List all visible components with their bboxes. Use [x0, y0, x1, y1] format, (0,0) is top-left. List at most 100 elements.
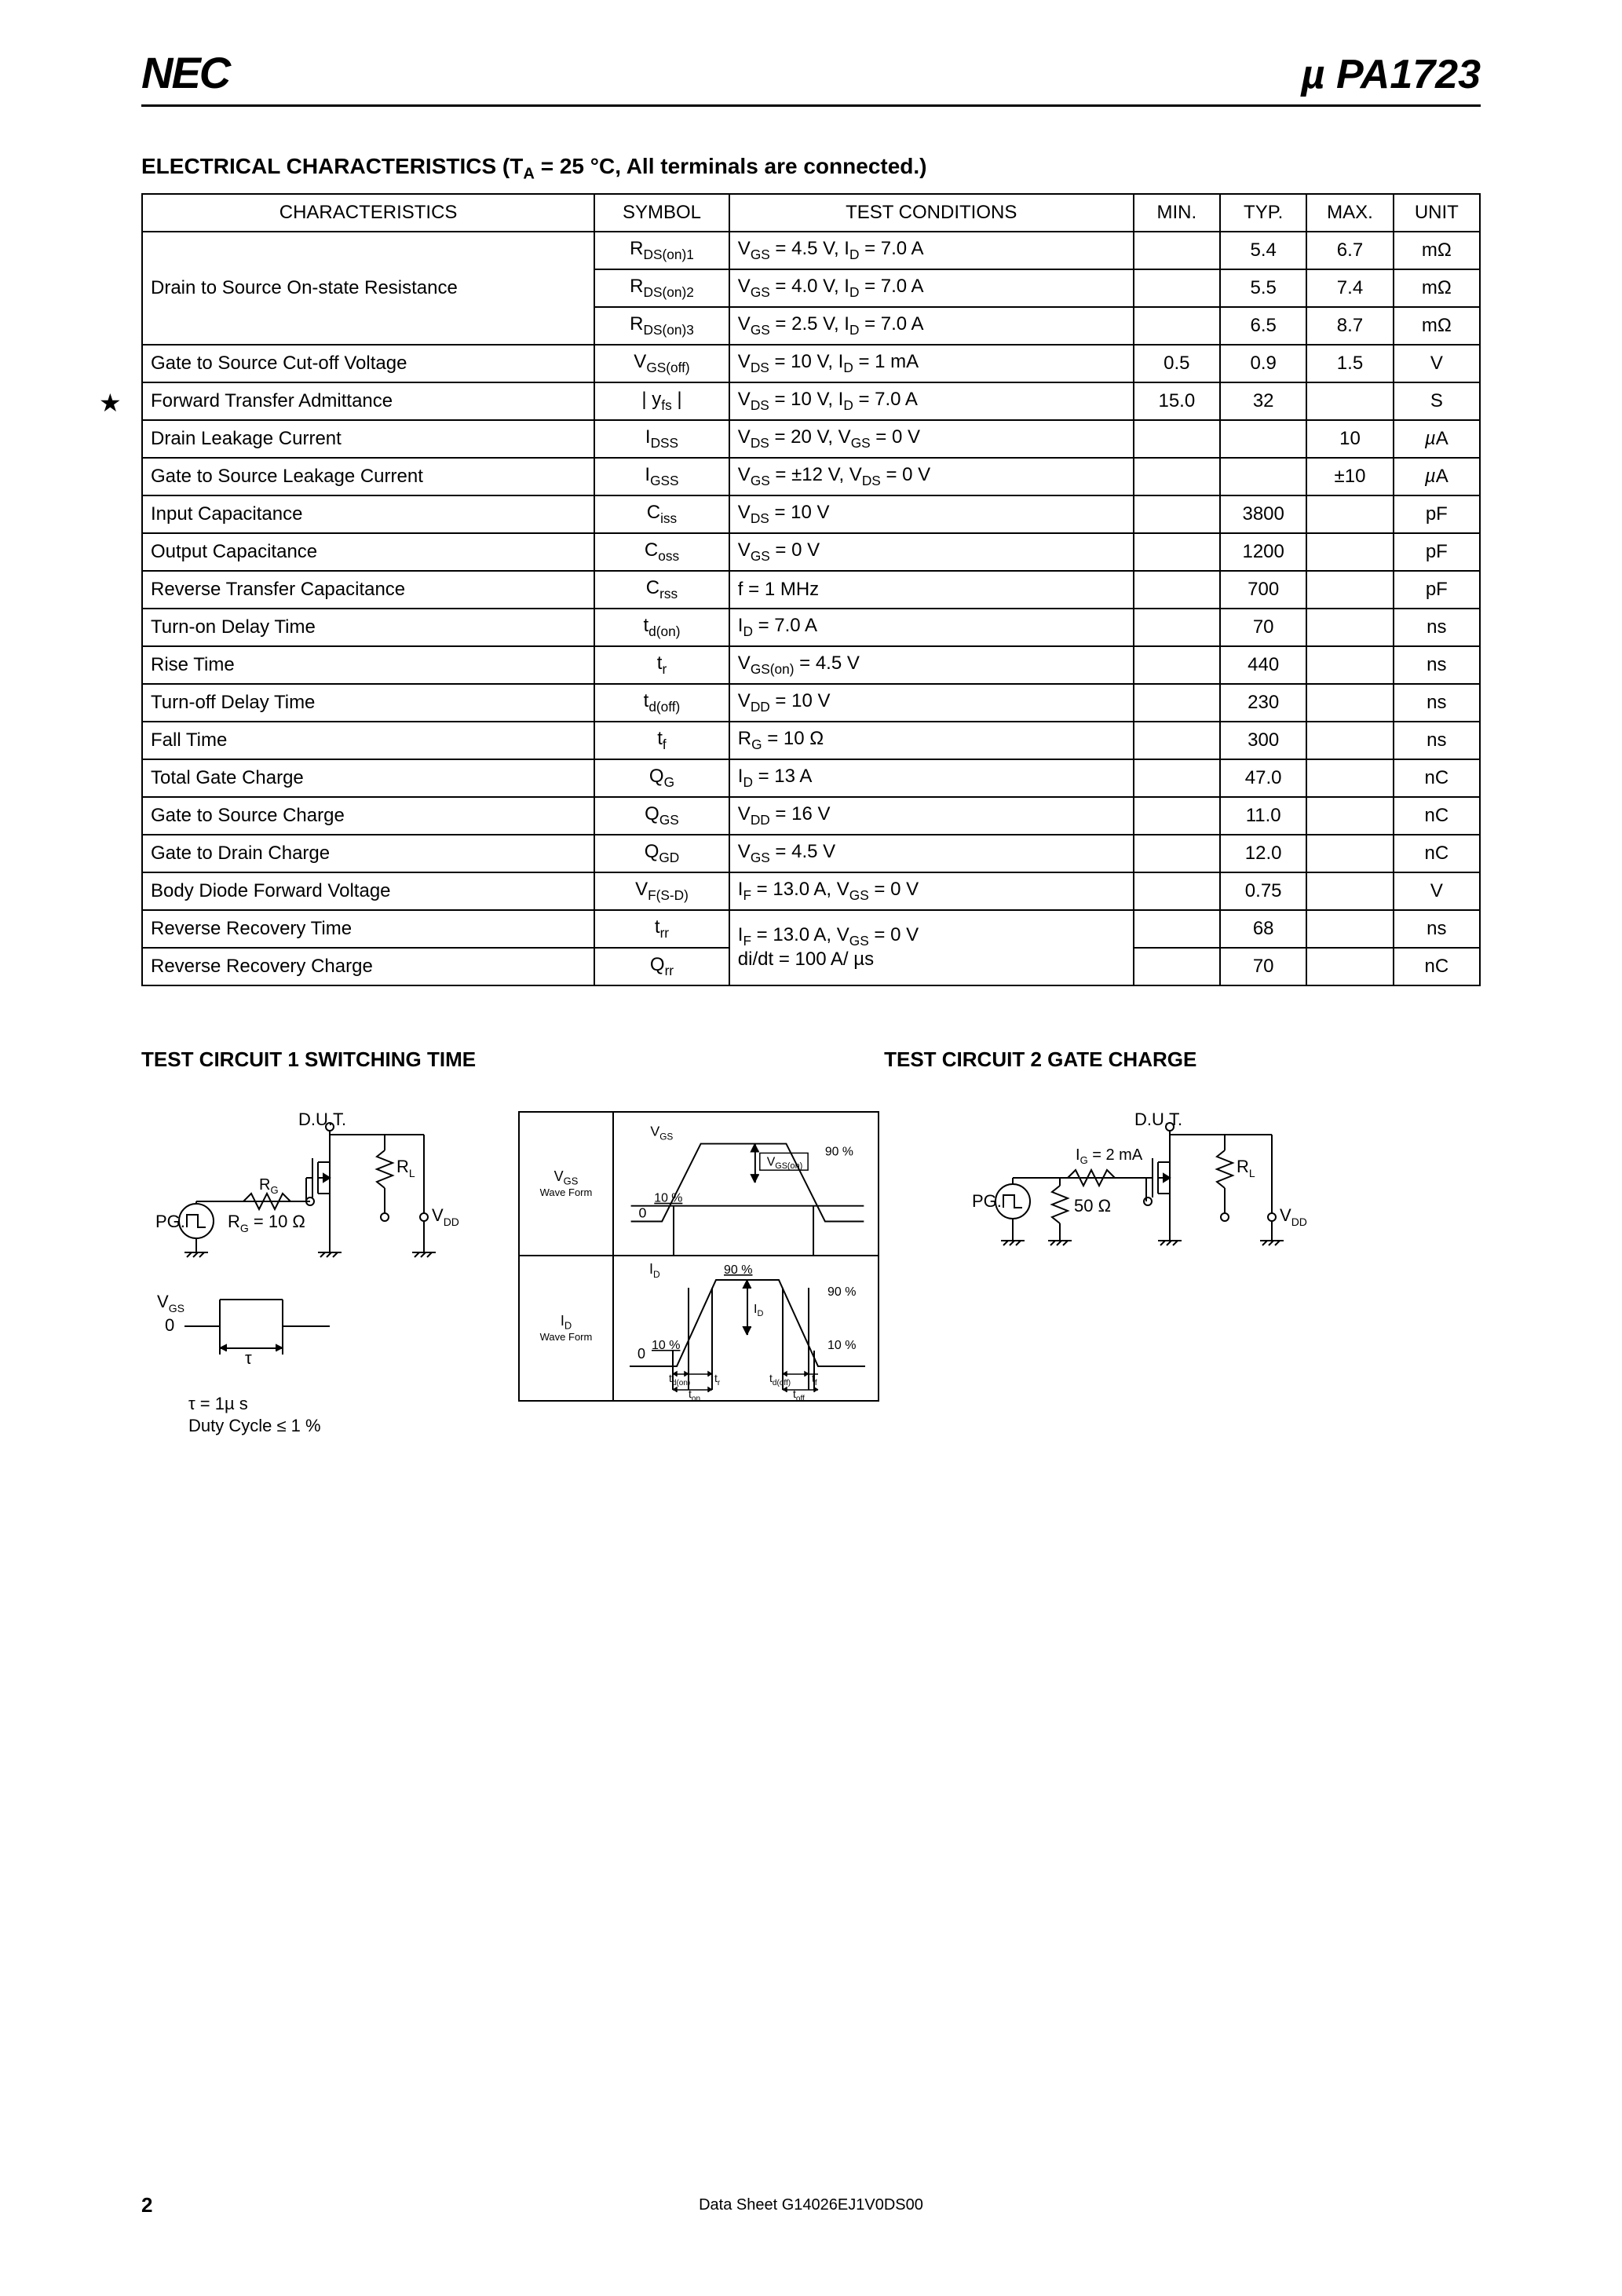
table-row: Gate to Source Cut-off VoltageVGS(off)VD…: [142, 345, 1480, 382]
table-row: Fall TimetfRG = 10 Ω300ns: [142, 722, 1480, 759]
svg-text:ID: ID: [649, 1261, 660, 1280]
cell-typ: 12.0: [1220, 835, 1306, 872]
circuit1-schematic: D.U.T. RL PG. RG RG = 10 Ω VDD VGS 0: [141, 1111, 471, 1457]
cell-conditions: IF = 13.0 A, VGS = 0 V: [729, 872, 1134, 910]
svg-text:0: 0: [637, 1346, 645, 1362]
cell-typ: 70: [1220, 948, 1306, 985]
cell-typ: 6.5: [1220, 307, 1306, 345]
cell-max: [1306, 684, 1393, 722]
table-row: Body Diode Forward VoltageVF(S-D)IF = 13…: [142, 872, 1480, 910]
th-symbol: SYMBOL: [594, 194, 729, 232]
circuits-row: D.U.T. RL PG. RG RG = 10 Ω VDD VGS 0: [141, 1111, 1481, 1457]
section-title: ELECTRICAL CHARACTERISTICS (TA = 25 °C, …: [141, 154, 1481, 184]
cell-unit: pF: [1394, 533, 1480, 571]
cell-characteristic: Turn-on Delay Time: [142, 609, 594, 646]
cell-max: [1306, 722, 1393, 759]
c1-pg-label: PG.: [155, 1212, 185, 1231]
cell-conditions: ID = 7.0 A: [729, 609, 1134, 646]
table-row: Reverse Transfer CapacitanceCrssf = 1 MH…: [142, 571, 1480, 609]
cell-symbol: Ciss: [594, 495, 729, 533]
cell-unit: mΩ: [1394, 307, 1480, 345]
wf-id-label: ID Wave Form: [520, 1256, 614, 1400]
cell-symbol: RDS(on)3: [594, 307, 729, 345]
cell-symbol: | yfs |: [594, 382, 729, 420]
table-row: Forward Transfer Admittance★| yfs |VDS =…: [142, 382, 1480, 420]
cell-min: [1134, 420, 1220, 458]
cell-unit: nC: [1394, 759, 1480, 797]
cell-characteristic: Forward Transfer Admittance★: [142, 382, 594, 420]
section-title-sub: A: [523, 166, 535, 183]
cell-characteristic: Gate to Source Leakage Current: [142, 458, 594, 495]
table-row: Rise TimetrVGS(on) = 4.5 V440ns: [142, 646, 1480, 684]
cell-min: [1134, 722, 1220, 759]
c1-dut-label: D.U.T.: [298, 1111, 346, 1129]
cell-max: [1306, 872, 1393, 910]
cell-conditions: VGS = ±12 V, VDS = 0 V: [729, 458, 1134, 495]
table-header-row: CHARACTERISTICS SYMBOL TEST CONDITIONS M…: [142, 194, 1480, 232]
svg-text:VGS(on): VGS(on): [767, 1155, 803, 1171]
c1-rg-label: RG: [259, 1176, 279, 1196]
cell-characteristic: Reverse Recovery Time: [142, 910, 594, 948]
table-row: Turn-on Delay Timetd(on)ID = 7.0 A70ns: [142, 609, 1480, 646]
cell-conditions: RG = 10 Ω: [729, 722, 1134, 759]
svg-text:90 %: 90 %: [724, 1263, 752, 1277]
svg-text:90 %: 90 %: [827, 1285, 856, 1299]
cell-conditions: VDD = 10 V: [729, 684, 1134, 722]
cell-min: [1134, 646, 1220, 684]
cell-unit: V: [1394, 872, 1480, 910]
cell-conditions: VGS = 2.5 V, ID = 7.0 A: [729, 307, 1134, 345]
table-body: Drain to Source On-state ResistanceRDS(o…: [142, 232, 1480, 985]
cell-max: [1306, 759, 1393, 797]
cell-typ: 1200: [1220, 533, 1306, 571]
svg-text:0: 0: [165, 1315, 174, 1335]
table-row: Drain Leakage CurrentIDSSVDS = 20 V, VGS…: [142, 420, 1480, 458]
cell-characteristic: Output Capacitance: [142, 533, 594, 571]
table-row: Gate to Source Leakage CurrentIGSSVGS = …: [142, 458, 1480, 495]
svg-text:50 Ω: 50 Ω: [1074, 1196, 1111, 1216]
th-max: MAX.: [1306, 194, 1393, 232]
cell-max: 8.7: [1306, 307, 1393, 345]
cell-max: [1306, 609, 1393, 646]
cell-characteristic: Reverse Transfer Capacitance: [142, 571, 594, 609]
cell-characteristic: Total Gate Charge: [142, 759, 594, 797]
cell-typ: 440: [1220, 646, 1306, 684]
nec-logo: NEC: [141, 47, 229, 98]
cell-symbol: tr: [594, 646, 729, 684]
cell-symbol: VGS(off): [594, 345, 729, 382]
cell-unit: µA: [1394, 458, 1480, 495]
cell-symbol: td(off): [594, 684, 729, 722]
circuit1-waveform-box: VGS Wave Form: [518, 1111, 879, 1402]
cell-conditions: VGS = 0 V: [729, 533, 1134, 571]
cell-symbol: td(on): [594, 609, 729, 646]
svg-text:PG.: PG.: [972, 1191, 1002, 1211]
svg-text:τ: τ: [245, 1348, 252, 1368]
cell-conditions: VGS = 4.5 V, ID = 7.0 A: [729, 232, 1134, 269]
svg-text:RL: RL: [1237, 1157, 1255, 1179]
cell-conditions: VDS = 20 V, VGS = 0 V: [729, 420, 1134, 458]
cell-max: [1306, 495, 1393, 533]
cell-conditions: VDS = 10 V: [729, 495, 1134, 533]
cell-min: [1134, 269, 1220, 307]
cell-conditions: VGS = 4.5 V: [729, 835, 1134, 872]
cell-symbol: IDSS: [594, 420, 729, 458]
cell-min: 15.0: [1134, 382, 1220, 420]
cell-max: [1306, 533, 1393, 571]
cell-conditions: IF = 13.0 A, VGS = 0 Vdi/dt = 100 A/ µs: [729, 910, 1134, 985]
cell-symbol: Qrr: [594, 948, 729, 985]
cell-max: 7.4: [1306, 269, 1393, 307]
th-typ: TYP.: [1220, 194, 1306, 232]
cell-unit: pF: [1394, 571, 1480, 609]
cell-unit: ns: [1394, 646, 1480, 684]
cell-conditions: VGS = 4.0 V, ID = 7.0 A: [729, 269, 1134, 307]
cell-symbol: Coss: [594, 533, 729, 571]
cell-symbol: QGS: [594, 797, 729, 835]
circuit1-title: TEST CIRCUIT 1 SWITCHING TIME: [141, 1047, 476, 1072]
circuit2-title: TEST CIRCUIT 2 GATE CHARGE: [884, 1047, 1196, 1072]
cell-symbol: tf: [594, 722, 729, 759]
cell-min: [1134, 533, 1220, 571]
cell-unit: nC: [1394, 797, 1480, 835]
table-row: Turn-off Delay Timetd(off)VDD = 10 V230n…: [142, 684, 1480, 722]
electrical-characteristics-table: CHARACTERISTICS SYMBOL TEST CONDITIONS M…: [141, 193, 1481, 986]
cell-max: 10: [1306, 420, 1393, 458]
cell-typ: [1220, 420, 1306, 458]
